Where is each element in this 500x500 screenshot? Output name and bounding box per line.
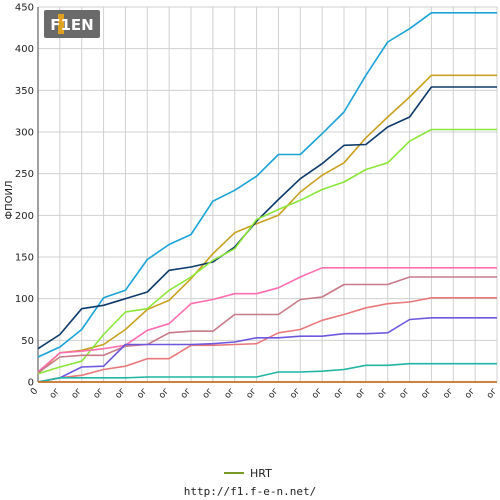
series-line-5 <box>37 266 497 373</box>
axes <box>37 7 497 383</box>
x-tick-label: ог <box>398 386 412 400</box>
y-tick-label: 450 <box>15 3 34 14</box>
x-tick-label: ог <box>376 386 390 400</box>
x-tick-label: ог <box>485 386 499 400</box>
x-tick-label: ог <box>441 386 455 400</box>
x-tick-label: ог <box>113 386 127 400</box>
x-tick-label: ог <box>135 386 149 400</box>
y-tick-label: 350 <box>15 86 34 97</box>
series-line-3 <box>37 86 497 350</box>
x-tick-label: ог <box>223 386 237 400</box>
footer-url: http://f1.f-e-n.net/ <box>184 485 316 498</box>
y-tick-label: 200 <box>15 211 34 222</box>
x-tick-label: ог <box>157 386 171 400</box>
y-tick-label: 300 <box>15 128 34 139</box>
x-tick-label: 0 <box>29 386 41 397</box>
x-tick-label: ог <box>179 386 193 400</box>
x-tick-label: ог <box>266 386 280 400</box>
x-tick-label: ог <box>201 386 215 400</box>
y-tick-label: 150 <box>15 253 34 264</box>
x-tick-label: ог <box>288 386 302 400</box>
x-tick-label: ог <box>310 386 324 400</box>
series-line-1 <box>37 12 497 358</box>
x-tick-label: ог <box>419 386 433 400</box>
series-line-9 <box>37 362 497 383</box>
logo-text: F1EN <box>50 16 93 34</box>
x-tick-label: ог <box>70 386 84 400</box>
logo-accent <box>58 14 64 34</box>
x-tick-label: ог <box>463 386 477 400</box>
y-tick-label: 250 <box>15 169 34 180</box>
y-tick-label: 100 <box>15 294 34 305</box>
legend-label-hrt: HRT <box>250 467 272 480</box>
series-line-6 <box>37 276 497 374</box>
series-line-2 <box>37 74 497 375</box>
series-line-8 <box>37 316 497 383</box>
x-tick-label: ог <box>354 386 368 400</box>
y-tick-label: 0 <box>28 378 34 389</box>
x-tick-label: ог <box>245 386 259 400</box>
grid <box>37 6 498 383</box>
legend: HRT <box>224 467 272 480</box>
x-tick-label: ог <box>92 386 106 400</box>
y-tick-label: 400 <box>15 44 34 55</box>
series-lines <box>37 12 497 383</box>
series-line-4 <box>37 128 497 375</box>
logo: F1EN <box>44 10 100 38</box>
x-tick-label: ог <box>332 386 346 400</box>
x-tick-label: ог <box>48 386 62 400</box>
y-axis-label: ФПОИЛ <box>4 181 15 220</box>
y-tick-label: 50 <box>21 336 34 347</box>
